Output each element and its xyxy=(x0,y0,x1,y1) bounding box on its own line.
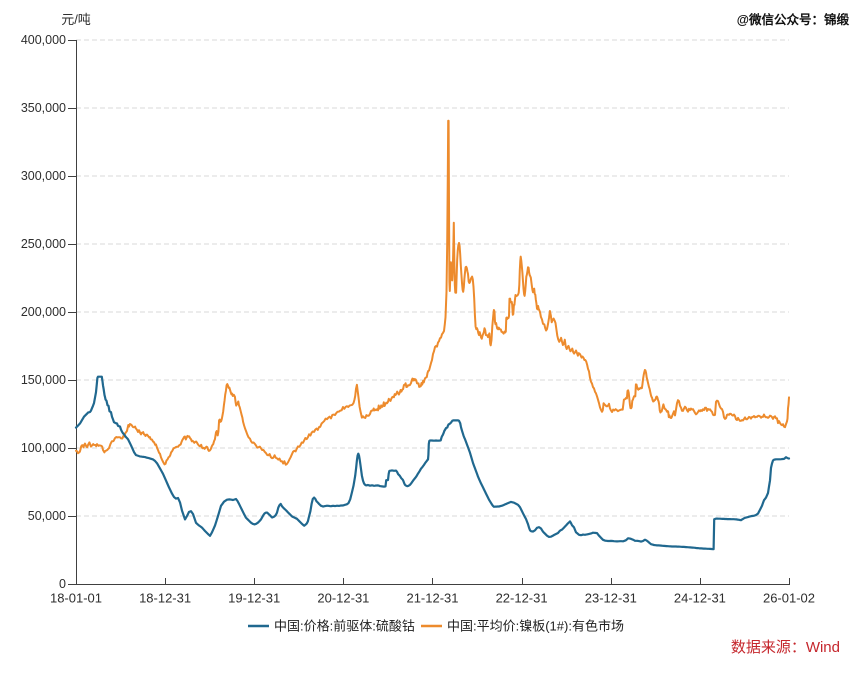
svg-text:23-12-31: 23-12-31 xyxy=(585,591,637,606)
svg-text:250,000: 250,000 xyxy=(21,237,66,251)
svg-text:中国:平均价:镍板(1#):有色市场: 中国:平均价:镍板(1#):有色市场 xyxy=(447,619,624,634)
svg-text:26-01-02: 26-01-02 xyxy=(763,591,815,606)
svg-text:24-12-31: 24-12-31 xyxy=(674,591,726,606)
svg-text:100,000: 100,000 xyxy=(21,441,66,455)
svg-text:22-12-31: 22-12-31 xyxy=(496,591,548,606)
svg-text:20-12-31: 20-12-31 xyxy=(317,591,369,606)
svg-text:350,000: 350,000 xyxy=(21,101,66,115)
svg-text:数据来源：Wind: 数据来源：Wind xyxy=(731,639,840,656)
svg-text:元/吨: 元/吨 xyxy=(61,12,91,27)
svg-text:0: 0 xyxy=(59,577,66,591)
svg-text:18-01-01: 18-01-01 xyxy=(50,591,102,606)
svg-text:19-12-31: 19-12-31 xyxy=(228,591,280,606)
svg-text:18-12-31: 18-12-31 xyxy=(139,591,191,606)
svg-text:400,000: 400,000 xyxy=(21,33,66,47)
svg-text:150,000: 150,000 xyxy=(21,373,66,387)
svg-text:50,000: 50,000 xyxy=(28,509,66,523)
svg-text:21-12-31: 21-12-31 xyxy=(406,591,458,606)
svg-text:@微信公众号：锦缎: @微信公众号：锦缎 xyxy=(737,12,850,27)
svg-text:中国:价格:前驱体:硫酸钴: 中国:价格:前驱体:硫酸钴 xyxy=(274,619,415,634)
svg-text:300,000: 300,000 xyxy=(21,169,66,183)
svg-text:200,000: 200,000 xyxy=(21,305,66,319)
